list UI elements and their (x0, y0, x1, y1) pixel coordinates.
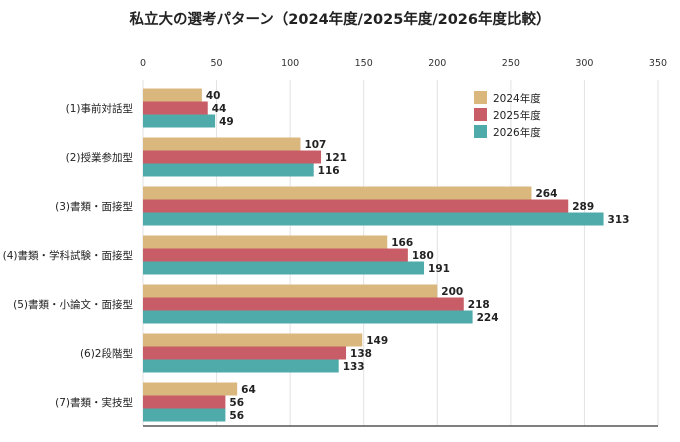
category-label: (6)2段階型 (80, 347, 133, 360)
chart-title: 私立大の選考パターン（2024年度/2025年度/2026年度比較） (129, 12, 551, 28)
x-tick-label: 350 (649, 58, 667, 69)
x-tick-label: 0 (140, 58, 146, 69)
legend-label: 2024年度 (493, 92, 541, 105)
data-label: 200 (441, 286, 463, 298)
bar (143, 359, 339, 373)
bar (143, 395, 226, 409)
data-label: 149 (366, 335, 388, 347)
data-label: 180 (412, 250, 434, 262)
x-tick-label: 200 (428, 58, 446, 69)
bar (143, 150, 322, 164)
x-tick-label: 250 (502, 58, 520, 69)
bar (143, 297, 464, 311)
bar (143, 346, 347, 360)
x-tick-label: 150 (355, 58, 373, 69)
data-label: 218 (468, 299, 490, 311)
data-label: 40 (206, 90, 221, 102)
bar (143, 114, 216, 128)
bar (143, 284, 438, 298)
data-label: 116 (318, 165, 340, 177)
bar (143, 333, 363, 347)
data-label: 133 (343, 361, 365, 373)
bar (143, 88, 202, 102)
legend-swatch (474, 125, 487, 138)
data-label: 121 (325, 152, 347, 164)
category-label: (1)事前対話型 (66, 102, 133, 115)
bar (143, 101, 208, 115)
bar (143, 186, 532, 200)
data-label: 49 (219, 116, 234, 128)
legend-swatch (474, 91, 487, 104)
data-label: 107 (304, 139, 326, 151)
bar (143, 261, 425, 275)
data-label: 138 (350, 348, 372, 360)
data-label: 264 (535, 188, 557, 200)
bar (143, 163, 314, 177)
data-label: 64 (241, 384, 256, 396)
category-label: (2)授業参加型 (66, 151, 133, 164)
bar (143, 248, 408, 262)
data-label: 224 (477, 312, 499, 324)
data-label: 289 (572, 201, 594, 213)
x-tick-label: 50 (211, 58, 223, 69)
data-label: 191 (428, 263, 450, 275)
data-label: 313 (608, 214, 630, 226)
x-tick-label: 100 (281, 58, 299, 69)
x-tick-label: 300 (575, 58, 593, 69)
category-label: (3)書類・面接型 (55, 200, 133, 213)
data-label: 44 (212, 103, 227, 115)
data-label: 166 (391, 237, 413, 249)
data-label: 56 (229, 410, 244, 422)
data-label: 56 (229, 397, 244, 409)
category-label: (5)書類・小論文・面接型 (13, 298, 133, 311)
bar (143, 235, 388, 249)
category-label: (7)書類・実技型 (55, 396, 133, 409)
legend-swatch (474, 108, 487, 121)
bar (143, 310, 473, 324)
bar (143, 199, 569, 213)
bar (143, 408, 226, 422)
bar (143, 212, 604, 226)
legend-label: 2025年度 (493, 109, 541, 122)
bar (143, 137, 301, 151)
category-label: (4)書類・学科試験・面接型 (3, 249, 133, 262)
legend-label: 2026年度 (493, 126, 541, 139)
bar (143, 382, 238, 396)
